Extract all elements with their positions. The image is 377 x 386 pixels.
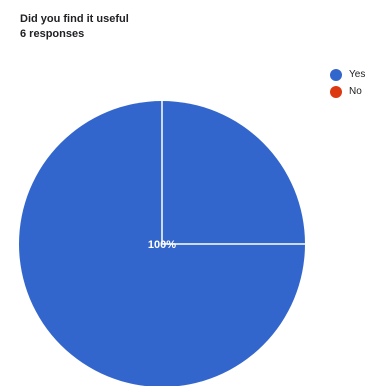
response-count: 6 responses [20,28,85,40]
legend-label-no: No [349,86,362,97]
slice-percent-label: 100% [148,239,176,251]
legend-swatch-yes [330,68,342,81]
legend-item-yes[interactable]: Yes [330,66,365,83]
chart-legend: Yes No [330,66,365,100]
legend-item-no[interactable]: No [330,83,365,100]
legend-label-yes: Yes [349,69,366,80]
legend-swatch-no [330,85,342,98]
chart-title: Did you find it useful [20,13,129,25]
